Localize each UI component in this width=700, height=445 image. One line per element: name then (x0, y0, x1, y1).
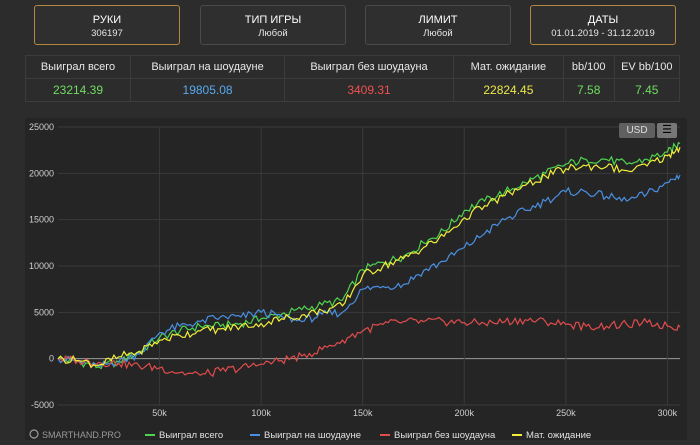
filter-limit-value: Любой (423, 28, 453, 39)
x-tick-label: 100k (251, 408, 271, 418)
series-line (57, 316, 681, 378)
legend-label: Выиграл на шоудауне (264, 430, 361, 440)
filter-game-type[interactable]: ТИП ИГРЫ Любой (200, 5, 346, 45)
filter-dates[interactable]: ДАТЫ 01.01.2019 - 31.12.2019 (530, 5, 676, 45)
legend-label: Выиграл без шоудауна (394, 430, 496, 440)
x-tick-label: 50k (152, 408, 167, 418)
x-tick-label: 250k (556, 408, 576, 418)
y-tick-label: 5000 (34, 307, 54, 317)
stats-value-row: 23214.39 19805.08 3409.31 22824.45 7.58 … (25, 78, 681, 102)
y-tick-label: 25000 (29, 122, 54, 132)
filter-hands[interactable]: РУКИ 306197 (34, 5, 180, 45)
stats-header-won-total: Выиграл всего (25, 55, 131, 79)
legend-label: Мат. ожидание (526, 430, 591, 440)
stats-header-ev: Мат. ожидание (452, 55, 564, 79)
legend-label: Выиграл всего (159, 430, 223, 440)
y-tick-label: 10000 (29, 261, 54, 271)
series-line (57, 146, 681, 369)
smarthand-logo-icon (29, 429, 39, 439)
stats-table: Выиграл всего Выиграл на шоудауне Выигра… (25, 55, 681, 102)
x-tick-label: 300k (658, 408, 678, 418)
y-tick-label: -5000 (31, 400, 54, 410)
y-tick-label: 20000 (29, 168, 54, 178)
stats-header-won-showdown: Выиграл на шоудауне (129, 55, 286, 79)
filter-dates-value: 01.01.2019 - 31.12.2019 (551, 28, 655, 39)
stats-value-bb100: 7.58 (562, 78, 615, 102)
filter-limit[interactable]: ЛИМИТ Любой (365, 5, 511, 45)
stats-value-won-non-showdown: 3409.31 (284, 78, 454, 102)
x-tick-label: 200k (455, 408, 475, 418)
brand-logo-text: SMARTHAND.PRO (42, 430, 121, 440)
y-tick-label: 15000 (29, 215, 54, 225)
filter-dates-title: ДАТЫ (587, 14, 619, 26)
y-tick-label: 0 (49, 354, 54, 364)
stats-value-ev: 22824.45 (452, 78, 564, 102)
stats-value-ev-bb100: 7.45 (613, 78, 681, 102)
filter-hands-value: 306197 (91, 28, 123, 39)
filter-hands-title: РУКИ (92, 14, 122, 26)
filter-limit-title: ЛИМИТ (418, 14, 458, 26)
x-tick-label: 150k (353, 408, 373, 418)
stats-value-won-total: 23214.39 (25, 78, 131, 102)
stats-header-ev-bb100: EV bb/100 (613, 55, 681, 79)
filter-game-type-title: ТИП ИГРЫ (244, 14, 302, 26)
winnings-chart-panel: -5000 0 5000 10000 15000 20000 25000 50k 100k 150… (25, 118, 687, 441)
stats-header-bb100: bb/100 (562, 55, 615, 79)
currency-button[interactable]: USD (619, 123, 655, 138)
series-line (57, 173, 681, 369)
stats-header-won-non-showdown: Выиграл без шоудауна (284, 55, 454, 79)
filter-bar: РУКИ 306197 ТИП ИГРЫ Любой ЛИМИТ Любой Д… (0, 0, 700, 50)
hamburger-icon[interactable]: ☰ (657, 123, 677, 138)
stats-value-won-showdown: 19805.08 (129, 78, 286, 102)
stats-header-row: Выиграл всего Выиграл на шоудауне Выигра… (25, 55, 681, 79)
filter-game-type-value: Любой (258, 28, 288, 39)
winnings-chart: -5000 0 5000 10000 15000 20000 25000 50k 100k 150… (29, 122, 681, 441)
series-line (57, 141, 681, 370)
